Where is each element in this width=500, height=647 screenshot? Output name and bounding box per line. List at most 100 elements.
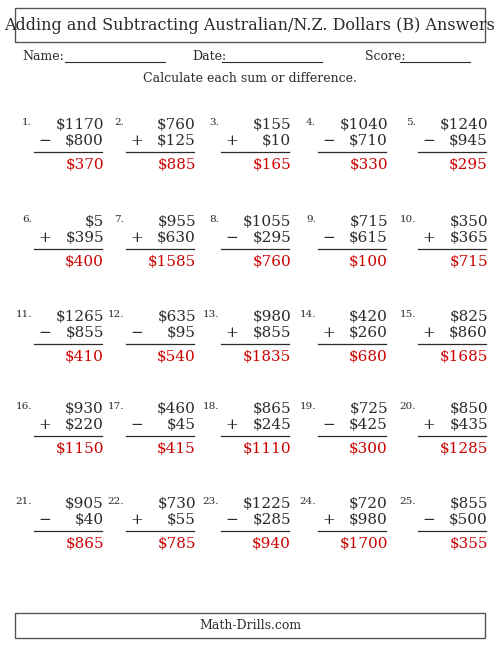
Text: $425: $425: [349, 418, 388, 432]
Text: $1700: $1700: [340, 537, 388, 551]
Text: $940: $940: [252, 537, 291, 551]
Text: $370: $370: [66, 158, 104, 172]
Text: $165: $165: [252, 158, 291, 172]
Text: −: −: [322, 418, 335, 432]
Text: $1225: $1225: [242, 497, 291, 511]
Text: $10: $10: [262, 134, 291, 148]
Text: $260: $260: [349, 326, 388, 340]
Text: $1285: $1285: [440, 442, 488, 456]
Text: +: +: [322, 513, 335, 527]
Text: $400: $400: [65, 255, 104, 269]
Text: 2.: 2.: [114, 118, 124, 127]
Text: −: −: [422, 513, 435, 527]
Text: 11.: 11.: [16, 310, 32, 319]
Text: $980: $980: [252, 310, 291, 324]
Text: 15.: 15.: [400, 310, 416, 319]
Text: 1.: 1.: [22, 118, 32, 127]
Text: $220: $220: [65, 418, 104, 432]
Text: 25.: 25.: [400, 497, 416, 506]
Text: −: −: [322, 231, 335, 245]
Text: 22.: 22.: [108, 497, 124, 506]
Text: $500: $500: [449, 513, 488, 527]
Text: $355: $355: [450, 537, 488, 551]
Text: $1585: $1585: [148, 255, 196, 269]
Text: 14.: 14.: [300, 310, 316, 319]
Text: 9.: 9.: [306, 215, 316, 224]
Text: +: +: [322, 326, 335, 340]
Text: $980: $980: [349, 513, 388, 527]
Text: +: +: [38, 418, 51, 432]
Text: −: −: [130, 326, 143, 340]
Text: Math-Drills.com: Math-Drills.com: [199, 619, 301, 632]
Text: −: −: [422, 134, 435, 148]
Text: −: −: [38, 513, 51, 527]
Text: $615: $615: [349, 231, 388, 245]
Text: $95: $95: [167, 326, 196, 340]
Text: −: −: [38, 326, 51, 340]
Text: $725: $725: [350, 402, 388, 416]
Text: 21.: 21.: [16, 497, 32, 506]
Text: Name:: Name:: [22, 50, 64, 63]
Text: $395: $395: [66, 231, 104, 245]
Text: 13.: 13.: [202, 310, 219, 319]
Text: $300: $300: [349, 442, 388, 456]
Text: $760: $760: [252, 255, 291, 269]
Text: $710: $710: [349, 134, 388, 148]
Text: $365: $365: [450, 231, 488, 245]
Text: 18.: 18.: [202, 402, 219, 411]
Text: −: −: [130, 418, 143, 432]
Text: Calculate each sum or difference.: Calculate each sum or difference.: [143, 72, 357, 85]
Text: $945: $945: [449, 134, 488, 148]
Text: $350: $350: [450, 215, 488, 229]
Text: $715: $715: [450, 255, 488, 269]
Text: Adding and Subtracting Australian/N.Z. Dollars (B) Answers: Adding and Subtracting Australian/N.Z. D…: [4, 17, 496, 34]
Text: $785: $785: [158, 537, 196, 551]
Text: $930: $930: [65, 402, 104, 416]
Text: $460: $460: [157, 402, 196, 416]
Text: $850: $850: [450, 402, 488, 416]
Text: $40: $40: [75, 513, 104, 527]
Text: 24.: 24.: [300, 497, 316, 506]
Text: 6.: 6.: [22, 215, 32, 224]
Text: $1150: $1150: [56, 442, 104, 456]
Text: +: +: [225, 326, 238, 340]
Text: $5: $5: [85, 215, 104, 229]
Text: $330: $330: [350, 158, 388, 172]
Text: 3.: 3.: [209, 118, 219, 127]
Text: 20.: 20.: [400, 402, 416, 411]
Text: +: +: [225, 418, 238, 432]
Text: 17.: 17.: [108, 402, 124, 411]
Text: 5.: 5.: [406, 118, 416, 127]
Text: $865: $865: [66, 537, 104, 551]
Text: 10.: 10.: [400, 215, 416, 224]
Text: $100: $100: [349, 255, 388, 269]
Text: $825: $825: [450, 310, 488, 324]
Text: Date:: Date:: [192, 50, 226, 63]
Text: $55: $55: [167, 513, 196, 527]
Text: 12.: 12.: [108, 310, 124, 319]
Text: $630: $630: [157, 231, 196, 245]
Text: $635: $635: [158, 310, 196, 324]
Text: $435: $435: [450, 418, 488, 432]
Text: +: +: [225, 134, 238, 148]
Text: $410: $410: [65, 350, 104, 364]
Text: $1265: $1265: [56, 310, 104, 324]
Text: 23.: 23.: [202, 497, 219, 506]
Text: +: +: [130, 513, 143, 527]
Text: $295: $295: [252, 231, 291, 245]
Text: $415: $415: [157, 442, 196, 456]
Text: +: +: [38, 231, 51, 245]
Text: $1055: $1055: [242, 215, 291, 229]
Text: $295: $295: [449, 158, 488, 172]
Text: 7.: 7.: [114, 215, 124, 224]
Text: $905: $905: [65, 497, 104, 511]
Text: +: +: [422, 418, 435, 432]
Text: −: −: [38, 134, 51, 148]
Text: +: +: [422, 326, 435, 340]
Text: $1040: $1040: [340, 118, 388, 132]
Text: $1835: $1835: [243, 350, 291, 364]
Text: $885: $885: [158, 158, 196, 172]
Text: +: +: [130, 231, 143, 245]
Text: $855: $855: [450, 497, 488, 511]
Text: +: +: [422, 231, 435, 245]
